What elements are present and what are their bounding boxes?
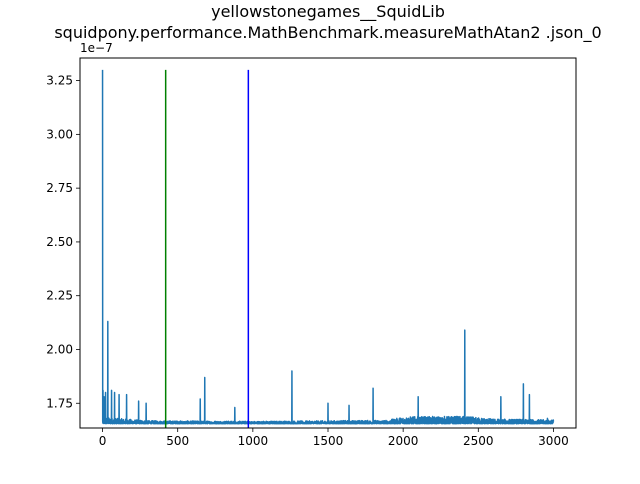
x-tick-label: 1000 bbox=[238, 434, 269, 448]
y-tick-label: 2.75 bbox=[46, 181, 73, 195]
y-tick-label: 2.50 bbox=[46, 235, 73, 249]
chart-title-line2: squidpony.performance.MathBenchmark.meas… bbox=[54, 23, 601, 43]
plot-area bbox=[101, 69, 555, 428]
x-tick-label: 2000 bbox=[388, 434, 419, 448]
x-tick-label: 0 bbox=[99, 434, 107, 448]
x-tick-label: 3000 bbox=[538, 434, 569, 448]
axes: 1e−7 0 500 1000 1500 2000 2500 3000 1.75 2.00 2.2… bbox=[46, 41, 577, 448]
x-tick-label: 500 bbox=[166, 434, 189, 448]
series-line-0 bbox=[101, 69, 555, 425]
chart-title-line1: yellowstonegames__SquidLib bbox=[211, 2, 445, 22]
y-tick-label: 2.25 bbox=[46, 289, 73, 303]
y-tick-label: 2.00 bbox=[46, 342, 73, 356]
y-tick-label: 3.00 bbox=[46, 127, 73, 141]
y-tick-label: 3.25 bbox=[46, 74, 73, 88]
y-tick-label: 1.75 bbox=[46, 396, 73, 410]
y-multiplier-label: 1e−7 bbox=[80, 41, 113, 55]
x-tick-label: 2500 bbox=[463, 434, 494, 448]
x-tick-label: 1500 bbox=[313, 434, 344, 448]
